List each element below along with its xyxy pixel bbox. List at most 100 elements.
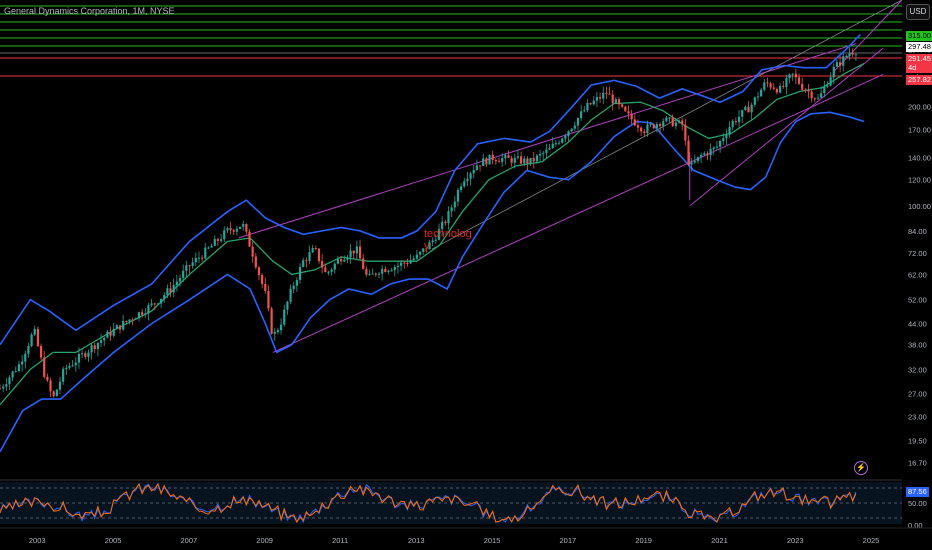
x-tick-label: 2021 xyxy=(711,536,728,545)
x-tick-label: 2009 xyxy=(256,536,273,545)
price-badge: 4d 13h xyxy=(906,63,932,82)
candle xyxy=(27,345,30,354)
candle xyxy=(718,140,722,147)
candle xyxy=(210,245,213,248)
candle xyxy=(302,260,305,267)
candle xyxy=(529,157,532,164)
candle xyxy=(346,257,349,260)
candle xyxy=(453,201,456,208)
candle xyxy=(5,384,8,387)
candle xyxy=(475,165,478,171)
x-tick-label: 2015 xyxy=(484,536,501,545)
y-tick-label: 23.00 xyxy=(908,413,927,422)
candle xyxy=(646,124,649,134)
candle xyxy=(305,260,308,262)
candle xyxy=(810,91,813,99)
candle xyxy=(778,85,782,93)
candle xyxy=(84,353,87,357)
candle xyxy=(598,97,602,99)
candle xyxy=(106,331,109,338)
price-badge: 297.48 xyxy=(906,42,932,52)
candle xyxy=(286,301,289,310)
y-tick-label: 200.00 xyxy=(908,102,931,111)
candle xyxy=(823,86,826,94)
candle xyxy=(14,371,17,373)
symbol-title[interactable]: General Dynamics Corporation, 1M, NYSE xyxy=(4,6,175,16)
candle xyxy=(197,257,201,259)
candle xyxy=(794,73,797,78)
candle xyxy=(216,239,220,241)
candle xyxy=(624,106,627,112)
candle xyxy=(649,124,652,126)
candle xyxy=(235,228,238,232)
candle xyxy=(349,250,352,258)
candle xyxy=(93,345,96,349)
candle xyxy=(687,140,690,165)
candle xyxy=(377,273,381,275)
candle xyxy=(542,153,545,155)
candle xyxy=(321,261,324,268)
y-tick-label: 170.00 xyxy=(908,126,931,135)
candle xyxy=(39,345,43,358)
candle xyxy=(185,265,188,271)
candle xyxy=(791,73,794,75)
currency-button[interactable]: USD xyxy=(906,4,930,20)
candle xyxy=(172,285,175,293)
x-tick-label: 2011 xyxy=(332,536,348,545)
candle xyxy=(640,127,643,132)
candle xyxy=(662,121,665,126)
y-tick-label: 62.00 xyxy=(908,270,927,279)
candle xyxy=(782,85,785,87)
candle xyxy=(109,331,112,336)
candle xyxy=(690,162,693,165)
candle xyxy=(103,337,106,341)
candle xyxy=(201,257,204,259)
candle xyxy=(709,148,712,156)
y-tick-label: 44.00 xyxy=(908,320,927,329)
candle xyxy=(238,226,242,229)
candle xyxy=(273,331,276,334)
candle xyxy=(134,318,137,320)
candle xyxy=(463,181,466,187)
candle xyxy=(279,324,283,331)
candle xyxy=(182,270,185,278)
candle xyxy=(219,239,223,241)
candle xyxy=(772,87,775,89)
candle xyxy=(213,239,216,246)
candle xyxy=(715,146,719,148)
candle xyxy=(608,93,611,95)
candle xyxy=(636,125,640,128)
candle xyxy=(412,258,415,261)
candle xyxy=(317,248,321,262)
candle xyxy=(362,258,365,270)
candle xyxy=(668,117,671,119)
flash-icon[interactable]: ⚡ xyxy=(854,461,868,475)
candle xyxy=(207,247,210,249)
candle xyxy=(441,221,444,229)
candle xyxy=(52,391,55,397)
candle xyxy=(251,246,254,257)
candle xyxy=(254,256,257,268)
candle xyxy=(617,99,621,105)
candle xyxy=(507,155,510,158)
candle xyxy=(842,56,845,66)
candle xyxy=(418,251,422,255)
candle xyxy=(156,303,160,305)
y-tick-label: 140.00 xyxy=(908,154,931,163)
candle xyxy=(283,309,286,325)
candle xyxy=(838,62,842,66)
candle xyxy=(270,308,273,334)
candle xyxy=(681,120,684,125)
candle xyxy=(595,97,599,101)
candle xyxy=(163,294,166,299)
x-tick-label: 2017 xyxy=(559,536,576,545)
trend-line xyxy=(833,0,903,72)
y-tick-label: 100.00 xyxy=(908,202,931,211)
candle xyxy=(469,173,472,179)
candle xyxy=(573,125,576,129)
x-tick-label: 2025 xyxy=(863,536,880,545)
candle xyxy=(763,82,766,90)
candle xyxy=(693,161,696,163)
candle xyxy=(17,364,21,372)
